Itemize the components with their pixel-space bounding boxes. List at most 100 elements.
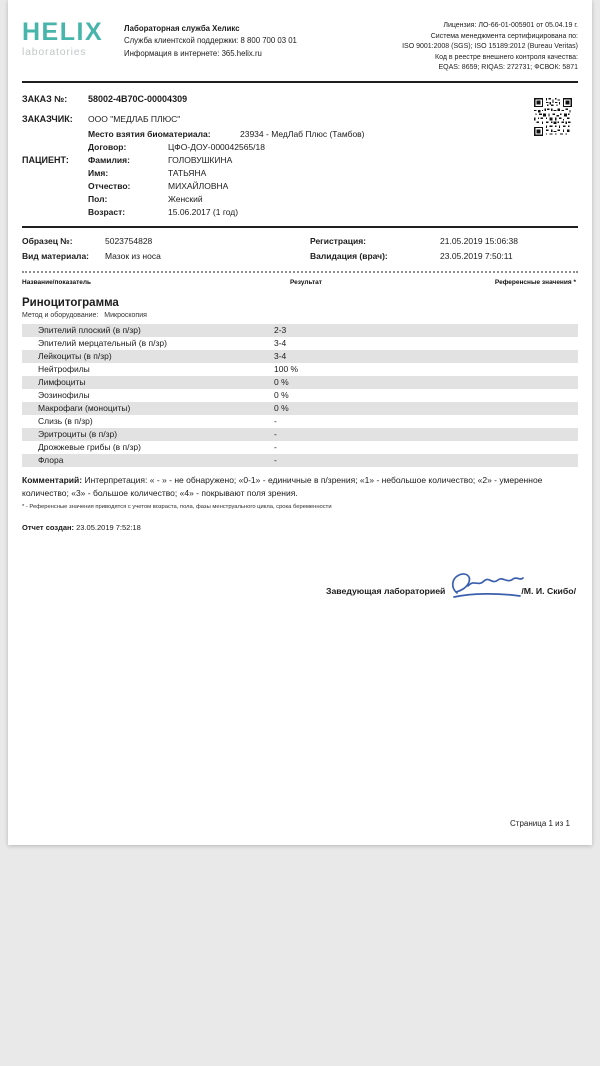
material-label: Вид материала:: [22, 250, 90, 261]
validation-row: Валидация (врач): 23.05.2019 7:50:11: [310, 249, 578, 264]
result-value: 100 %: [274, 364, 299, 374]
validation-value: 23.05.2019 7:50:11: [440, 250, 513, 261]
patient-row: Имя: ТАТЬЯНА: [22, 167, 578, 180]
patient-row: Место взятия биоматериала: 23934 - МедЛа…: [22, 128, 578, 141]
license-line: ISO 9001:2008 (SGS); ISO 15189:2012 (Bur…: [402, 43, 578, 50]
table-row: Эозинофилы 0 %: [22, 389, 578, 402]
field-label: Отчество:: [88, 180, 131, 191]
qr-code: [534, 97, 572, 136]
sample-number-label: Образец №:: [22, 235, 73, 246]
patient-row: ПАЦИЕНТ: Фамилия: ГОЛОВУШКИНА: [22, 154, 578, 167]
table-row: Лимфоциты 0 %: [22, 375, 578, 389]
field-label: Место взятия биоматериала:: [88, 128, 211, 139]
report-page: HELIX laboratories Лабораторная служба Х…: [8, 0, 592, 845]
result-value: -: [274, 416, 277, 426]
result-value: 0 %: [274, 390, 289, 400]
field-value: 23934 - МедЛаб Плюс (Тамбов): [240, 128, 365, 139]
column-header-reference: Референсные значения *: [494, 278, 576, 286]
patient-row: Пол: Женский: [22, 193, 578, 206]
page-number: Страница 1 из 1: [510, 819, 570, 828]
patient-block: Место взятия биоматериала: 23934 - МедЛа…: [22, 128, 578, 219]
result-name: Лейкоциты (в п/зр): [38, 351, 112, 361]
result-name: Эпителий мерцательный (в п/зр): [38, 338, 167, 348]
license-line: EQAS: 8659; RIQAS: 272731; ФСВОК: 5871: [438, 64, 578, 71]
registration-label: Регистрация:: [310, 235, 367, 246]
license-line: Лицензия: ЛО-66-01-005901 от 05.04.19 г.: [443, 22, 578, 29]
table-row: Макрофаги (моноциты) 0 %: [22, 401, 578, 415]
customer-value: ООО "МЕДЛАБ ПЛЮС": [88, 113, 181, 124]
field-value: Женский: [168, 193, 203, 204]
logo-subtitle: laboratories: [22, 46, 87, 58]
report-created-value: 23.05.2019 7:52:18: [76, 522, 141, 532]
table-row: Эпителий плоский (в п/зр) 2-3: [22, 323, 578, 337]
result-name: Дрожжевые грибы (в п/зр): [38, 442, 141, 452]
result-name: Флора: [38, 455, 64, 465]
result-name: Макрофаги (моноциты): [38, 403, 131, 413]
method-line: Метод и оборудование: Микроскопия: [22, 312, 578, 319]
registration-value: 21.05.2019 15:06:38: [440, 235, 518, 246]
table-row: Нейтрофилы 100 %: [22, 363, 578, 376]
table-row: Флора -: [22, 453, 578, 467]
report-created-line: Отчет создан: 23.05.2019 7:52:18: [22, 523, 578, 532]
validation-label: Валидация (врач):: [310, 250, 388, 261]
result-value: 2-3: [274, 325, 287, 335]
sample-number-row: Образец №: 5023754828: [22, 234, 310, 249]
table-row: Дрожжевые грибы (в п/зр) -: [22, 441, 578, 454]
result-value: 0 %: [274, 377, 289, 387]
field-value: 15.06.2017 (1 год): [168, 206, 239, 217]
sample-block: Образец №: 5023754828 Вид материала: Маз…: [22, 234, 578, 264]
website-line: Информация в интернете: 365.helix.ru: [124, 48, 262, 58]
result-name: Лимфоциты: [38, 377, 86, 387]
customer-label: ЗАКАЗЧИК:: [22, 113, 73, 124]
method-value: Микроскопия: [104, 311, 147, 319]
signature-name: /М. И. Скибо/: [521, 585, 576, 596]
field-value: МИХАЙЛОВНА: [168, 180, 229, 191]
field-label: Договор:: [88, 141, 127, 152]
material-value: Мазок из носа: [105, 250, 161, 261]
table-row: Эпителий мерцательный (в п/зр) 3-4: [22, 337, 578, 350]
result-value: 3-4: [274, 338, 287, 348]
result-name: Нейтрофилы: [38, 364, 90, 374]
helix-logo: HELIX laboratories: [22, 20, 114, 74]
signature-title: Заведующая лабораторией: [326, 585, 446, 596]
customer-line: ЗАКАЗЧИК: ООО "МЕДЛАБ ПЛЮС": [22, 114, 578, 124]
table-row: Слизь (в п/зр) -: [22, 415, 578, 428]
report-header: HELIX laboratories Лабораторная служба Х…: [22, 0, 578, 74]
signature-scrawl: [452, 572, 525, 598]
field-label: Имя:: [88, 167, 109, 178]
result-name: Слизь (в п/зр): [38, 416, 93, 426]
method-label: Метод и оборудование:: [22, 311, 99, 319]
license-line: Система менеджмента сертифицирована по:: [430, 32, 578, 40]
field-label: Возраст:: [88, 206, 126, 217]
reference-footnote: * - Референсные значения приводятся с уч…: [22, 503, 332, 510]
sample-number-value: 5023754828: [105, 235, 153, 246]
logo-title: HELIX: [22, 18, 104, 46]
results-column-headers: Название/показатель Результат Референсны…: [22, 279, 578, 286]
report-created-label: Отчет создан:: [22, 522, 75, 532]
order-block: ЗАКАЗ №: 58002-4B70C-00004309 ЗАКАЗЧИК: ОО…: [22, 94, 578, 136]
field-value: ГОЛОВУШКИНА: [168, 154, 233, 165]
field-value: ТАТЬЯНА: [168, 167, 207, 178]
result-value: -: [274, 429, 277, 439]
result-name: Эритроциты (в п/зр): [38, 429, 118, 439]
test-title: Риноцитограмма: [22, 296, 119, 309]
service-name: Лабораторная служба Хеликс: [124, 24, 240, 33]
order-number-line: ЗАКАЗ №: 58002-4B70C-00004309: [22, 94, 578, 104]
result-name: Эозинофилы: [38, 390, 90, 400]
result-value: 0 %: [274, 403, 289, 413]
comment-label: Комментарий:: [22, 474, 83, 485]
table-row: Эритроциты (в п/зр) -: [22, 427, 578, 441]
patient-row: Договор: ЦФО-ДОУ-000042565/18: [22, 141, 578, 154]
license-line: Код в реестре внешнего контроля качества…: [435, 53, 578, 61]
result-value: -: [274, 455, 277, 465]
comment-paragraph: Комментарий: Интерпретация: « - » - не о…: [22, 474, 578, 501]
result-name: Эпителий плоский (в п/зр): [38, 325, 141, 335]
comment-text: Интерпретация: « - » - не обнаружено; «0…: [22, 474, 543, 499]
signature-block: Заведующая лабораторией /М. И. Скибо/: [22, 572, 578, 604]
patient-divider: [22, 225, 578, 228]
header-divider: [22, 80, 578, 83]
header-license-block: Лицензия: ЛО-66-01-005901 от 05.04.19 г.…: [402, 20, 578, 74]
order-number-label: ЗАКАЗ №:: [22, 93, 68, 104]
sample-divider: [22, 270, 578, 273]
patient-section-label: ПАЦИЕНТ:: [22, 154, 69, 165]
